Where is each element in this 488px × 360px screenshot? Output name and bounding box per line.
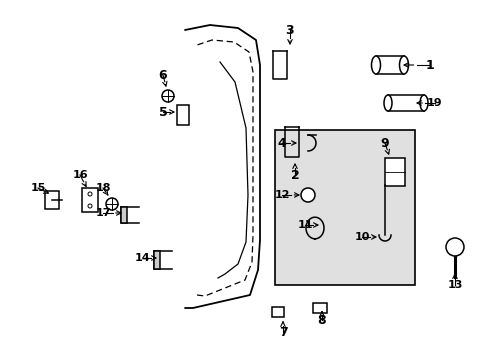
Bar xyxy=(384,158,404,186)
Circle shape xyxy=(301,188,314,202)
Text: 13: 13 xyxy=(447,280,462,290)
Text: 11: 11 xyxy=(297,220,312,230)
Bar xyxy=(82,188,98,212)
Bar xyxy=(387,95,423,111)
Bar xyxy=(312,303,326,313)
Circle shape xyxy=(88,204,92,208)
Text: 4: 4 xyxy=(277,136,286,149)
Text: 17: 17 xyxy=(95,208,110,218)
Text: 6: 6 xyxy=(159,68,167,81)
Bar xyxy=(375,56,403,74)
Text: 14: 14 xyxy=(135,253,150,263)
Text: 7: 7 xyxy=(278,325,287,338)
Circle shape xyxy=(162,90,174,102)
Text: 12: 12 xyxy=(274,190,289,200)
Bar xyxy=(177,105,189,125)
Text: 18: 18 xyxy=(95,183,110,193)
Ellipse shape xyxy=(383,95,391,111)
Ellipse shape xyxy=(419,95,427,111)
Text: 1: 1 xyxy=(425,59,433,72)
Bar xyxy=(271,307,284,317)
Text: 16: 16 xyxy=(72,170,88,180)
Text: 9: 9 xyxy=(380,136,388,149)
Text: 5: 5 xyxy=(158,105,167,118)
Circle shape xyxy=(88,192,92,196)
Bar xyxy=(274,130,414,285)
Text: 3: 3 xyxy=(285,23,294,36)
Text: 10: 10 xyxy=(354,232,369,242)
Bar xyxy=(121,207,127,223)
Bar xyxy=(154,251,160,269)
Ellipse shape xyxy=(399,56,407,74)
Circle shape xyxy=(445,238,463,256)
Text: 8: 8 xyxy=(317,314,325,327)
Circle shape xyxy=(106,198,118,210)
Text: 15: 15 xyxy=(30,183,45,193)
Text: 2: 2 xyxy=(290,168,299,181)
Bar xyxy=(45,191,59,209)
Ellipse shape xyxy=(371,56,380,74)
Text: 19: 19 xyxy=(427,98,442,108)
